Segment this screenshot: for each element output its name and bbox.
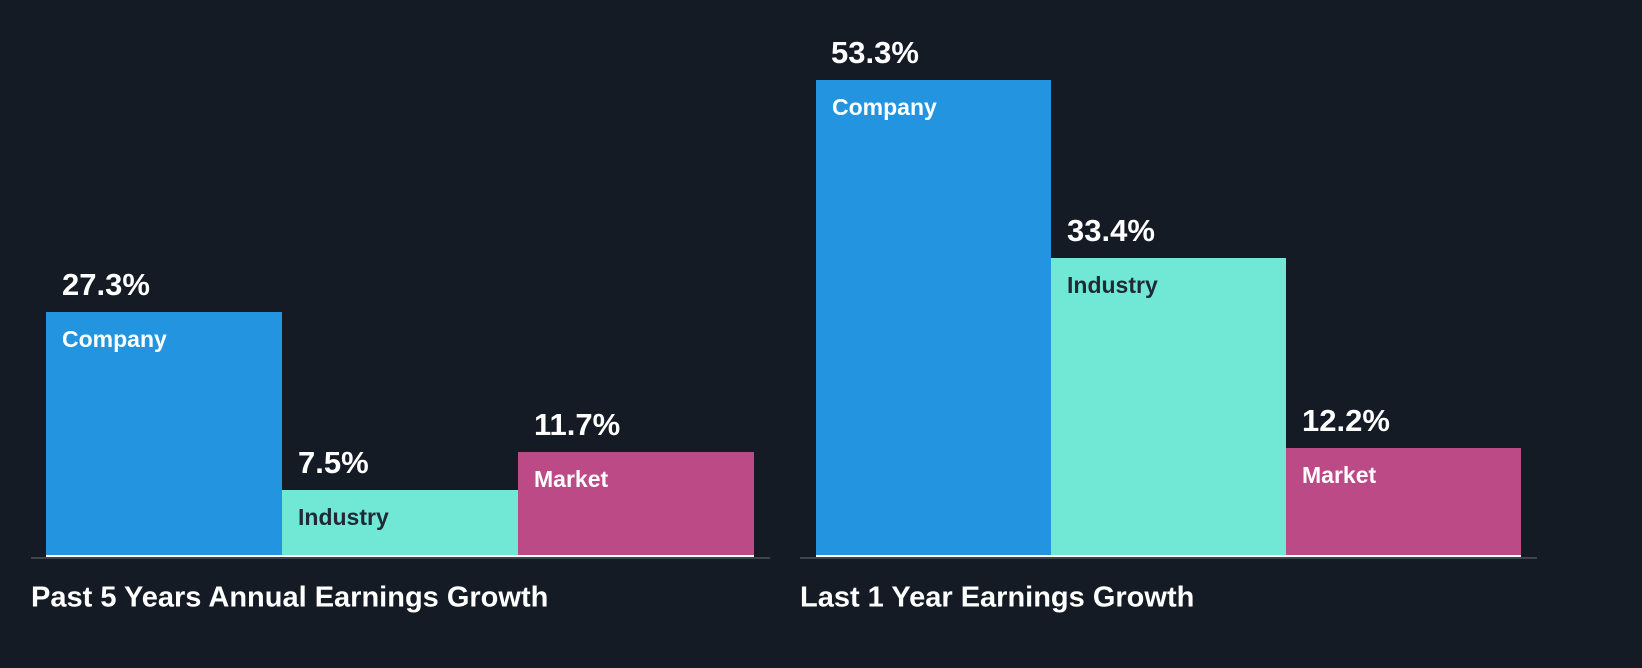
bar-label-company: Company xyxy=(62,326,167,352)
bar-value-company: 27.3% xyxy=(62,267,150,302)
bar-label-market: Market xyxy=(1302,462,1377,488)
bar-label-company: Company xyxy=(832,94,937,120)
bar-value-industry: 7.5% xyxy=(298,445,369,480)
bar-label-industry: Industry xyxy=(1067,272,1158,298)
bar-value-market: 11.7% xyxy=(534,407,621,442)
bar-baseline xyxy=(46,555,754,558)
bar-value-industry: 33.4% xyxy=(1067,213,1155,248)
bar-market: Market xyxy=(518,452,754,557)
chart-title: Past 5 Years Annual Earnings Growth xyxy=(31,581,549,614)
bar-industry: Industry xyxy=(1051,258,1286,557)
bar-baseline xyxy=(816,555,1521,558)
bar-company: Company xyxy=(46,312,282,557)
bar-label-industry: Industry xyxy=(298,504,389,530)
chart-title: Last 1 Year Earnings Growth xyxy=(800,581,1195,614)
x-axis-line xyxy=(800,557,1537,559)
chart-past-5-years: Company 27.3% Industry 7.5% Market 11.7%… xyxy=(0,0,800,668)
bar-value-market: 12.2% xyxy=(1302,403,1390,438)
bar-value-company: 53.3% xyxy=(831,35,919,70)
bar-market: Market xyxy=(1286,448,1521,557)
x-axis-line xyxy=(31,557,770,559)
bar-company: Company xyxy=(816,80,1051,557)
bar-label-market: Market xyxy=(534,466,609,492)
bar-industry: Industry xyxy=(282,490,518,557)
